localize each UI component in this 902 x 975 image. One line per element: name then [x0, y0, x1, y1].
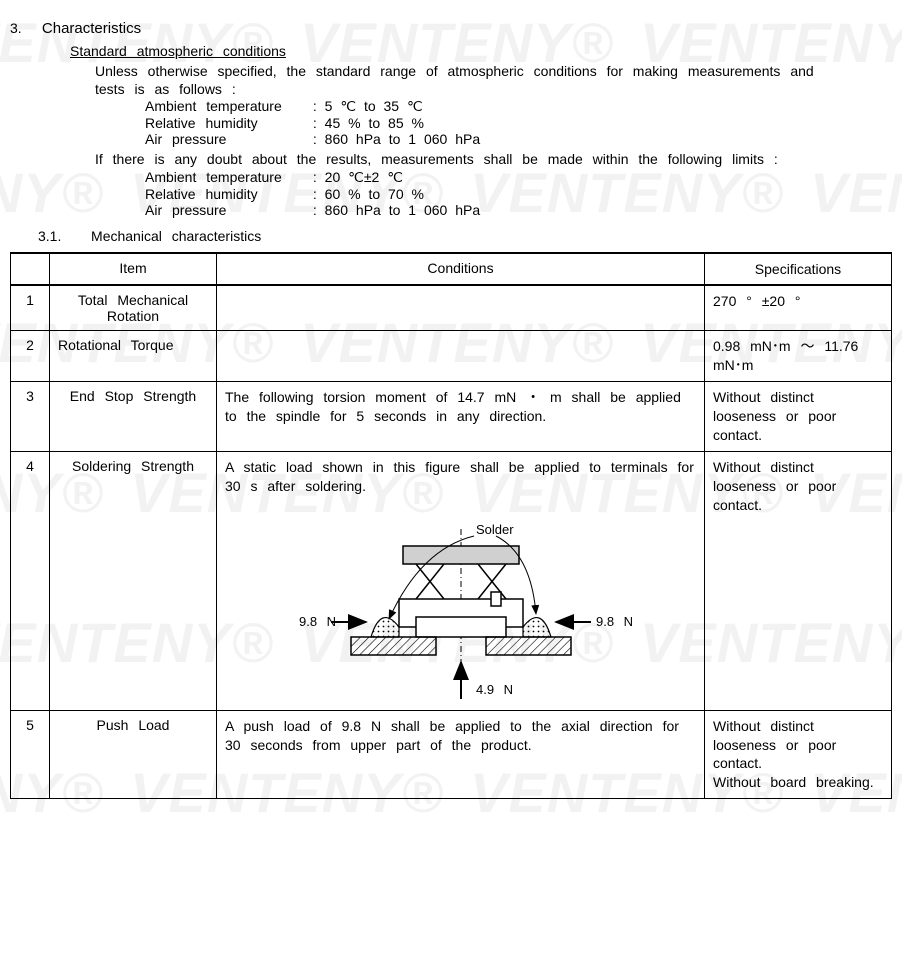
section-number: 3.	[10, 20, 38, 36]
std-spec-line: Air pressure : 860 hPa to 1 060 hPa	[145, 131, 892, 147]
row-spec: 0.98 mN･m ～ 11.76 mN･m	[705, 331, 892, 382]
diagram-force-bottom: 4.9 N	[476, 682, 513, 697]
row-item: Total Mechanical Rotation	[50, 285, 217, 331]
row-spec: Without distinct looseness or poor conta…	[705, 451, 892, 710]
section-title: Characteristics	[42, 20, 141, 37]
table-row: 1 Total Mechanical Rotation 270 ° ±20 °	[11, 285, 892, 331]
section-heading: 3. Characteristics	[10, 20, 892, 37]
spec-label: Relative humidity	[145, 186, 305, 202]
soldering-diagram: Solder 9.8 N 9.8 N 4.9 N	[281, 504, 641, 704]
diagram-force-right: 9.8 N	[596, 614, 633, 629]
col-header-spec: Specifications	[705, 253, 892, 286]
row-item: Push Load	[50, 710, 217, 799]
row-number: 3	[11, 382, 50, 452]
table-row: 4 Soldering Strength A static load shown…	[11, 451, 892, 710]
spec-value: : 20 ℃±2 ℃	[313, 169, 403, 185]
diagram-label-solder: Solder	[476, 522, 514, 537]
doubt-spec-line: Air pressure : 860 hPa to 1 060 hPa	[145, 202, 892, 218]
sub-heading: Standard atmospheric conditions	[70, 43, 892, 59]
row-spec: Without distinct looseness or poor conta…	[705, 382, 892, 452]
row-item: Soldering Strength	[50, 451, 217, 710]
table-row: 2 Rotational Torque 0.98 mN･m ～ 11.76 mN…	[11, 331, 892, 382]
row-number: 4	[11, 451, 50, 710]
col-header-conditions: Conditions	[217, 253, 705, 286]
spec-label: Ambient temperature	[145, 169, 305, 185]
intro-paragraph: Unless otherwise specified, the standard…	[95, 63, 815, 98]
doubt-spec-line: Relative humidity : 60 % to 70 %	[145, 186, 892, 202]
spec-label: Ambient temperature	[145, 98, 305, 114]
table-row: 3 End Stop Strength The following torsio…	[11, 382, 892, 452]
row-conditions	[217, 285, 705, 331]
row-conditions: A push load of 9.8 N shall be applied to…	[217, 710, 705, 799]
row-spec: Without distinct looseness or poor conta…	[705, 710, 892, 799]
std-spec-line: Relative humidity : 45 % to 85 %	[145, 115, 892, 131]
row-number: 2	[11, 331, 50, 382]
spec-label: Air pressure	[145, 202, 305, 218]
doubt-spec-line: Ambient temperature : 20 ℃±2 ℃	[145, 169, 892, 186]
spec-label: Air pressure	[145, 131, 305, 147]
spec-label: Relative humidity	[145, 115, 305, 131]
col-header-blank	[11, 253, 50, 286]
spec-value: : 60 % to 70 %	[313, 186, 424, 202]
spec-value: : 860 hPa to 1 060 hPa	[313, 131, 480, 147]
spec-value: : 5 ℃ to 35 ℃	[313, 98, 423, 114]
spec-value: : 860 hPa to 1 060 hPa	[313, 202, 480, 218]
subsection-heading: 3.1. Mechanical characteristics	[38, 228, 892, 244]
table-header-row: Item Conditions Specifications	[11, 253, 892, 286]
col-header-item: Item	[50, 253, 217, 286]
row-conditions	[217, 331, 705, 382]
subsection-title: Mechanical characteristics	[91, 228, 261, 244]
row-item: End Stop Strength	[50, 382, 217, 452]
row-number: 1	[11, 285, 50, 331]
std-spec-line: Ambient temperature : 5 ℃ to 35 ℃	[145, 98, 892, 115]
spec-value: : 45 % to 85 %	[313, 115, 424, 131]
doubt-paragraph: If there is any doubt about the results,…	[95, 151, 815, 169]
row-item: Rotational Torque	[50, 331, 217, 382]
row-conditions: A static load shown in this figure shall…	[217, 451, 705, 710]
subsection-number: 3.1.	[38, 228, 61, 244]
row-conditions: The following torsion moment of 14.7 mN …	[217, 382, 705, 452]
diagram-force-left: 9.8 N	[299, 614, 336, 629]
row-conditions-text: A static load shown in this figure shall…	[225, 458, 696, 496]
mechanical-characteristics-table: Item Conditions Specifications 1 Total M…	[10, 252, 892, 800]
row-spec: 270 ° ±20 °	[705, 285, 892, 331]
row-number: 5	[11, 710, 50, 799]
